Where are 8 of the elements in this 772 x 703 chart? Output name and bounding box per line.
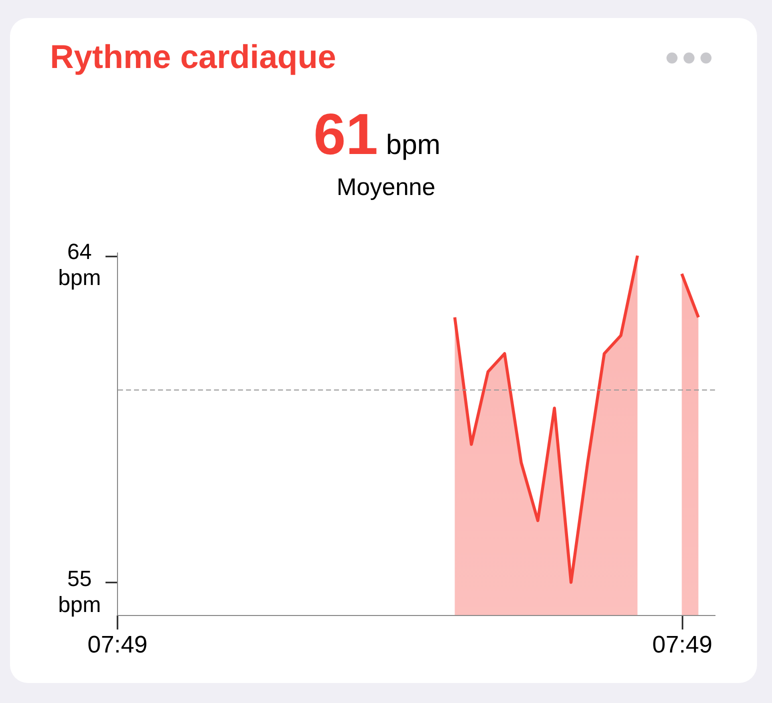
y-tick-label: 55 bpm [58, 566, 101, 617]
text: 61 [313, 102, 378, 167]
x-tick-label: 07:49 [652, 632, 712, 658]
y-tick-label: 64 bpm [58, 239, 101, 290]
x-tick-label: 07:49 [87, 632, 148, 658]
chart-title: Rythme cardiaque [50, 38, 336, 76]
text: Moyenne [336, 174, 436, 202]
text: bpm [386, 129, 440, 160]
